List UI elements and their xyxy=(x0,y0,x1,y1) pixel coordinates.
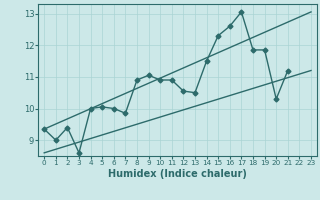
X-axis label: Humidex (Indice chaleur): Humidex (Indice chaleur) xyxy=(108,169,247,179)
